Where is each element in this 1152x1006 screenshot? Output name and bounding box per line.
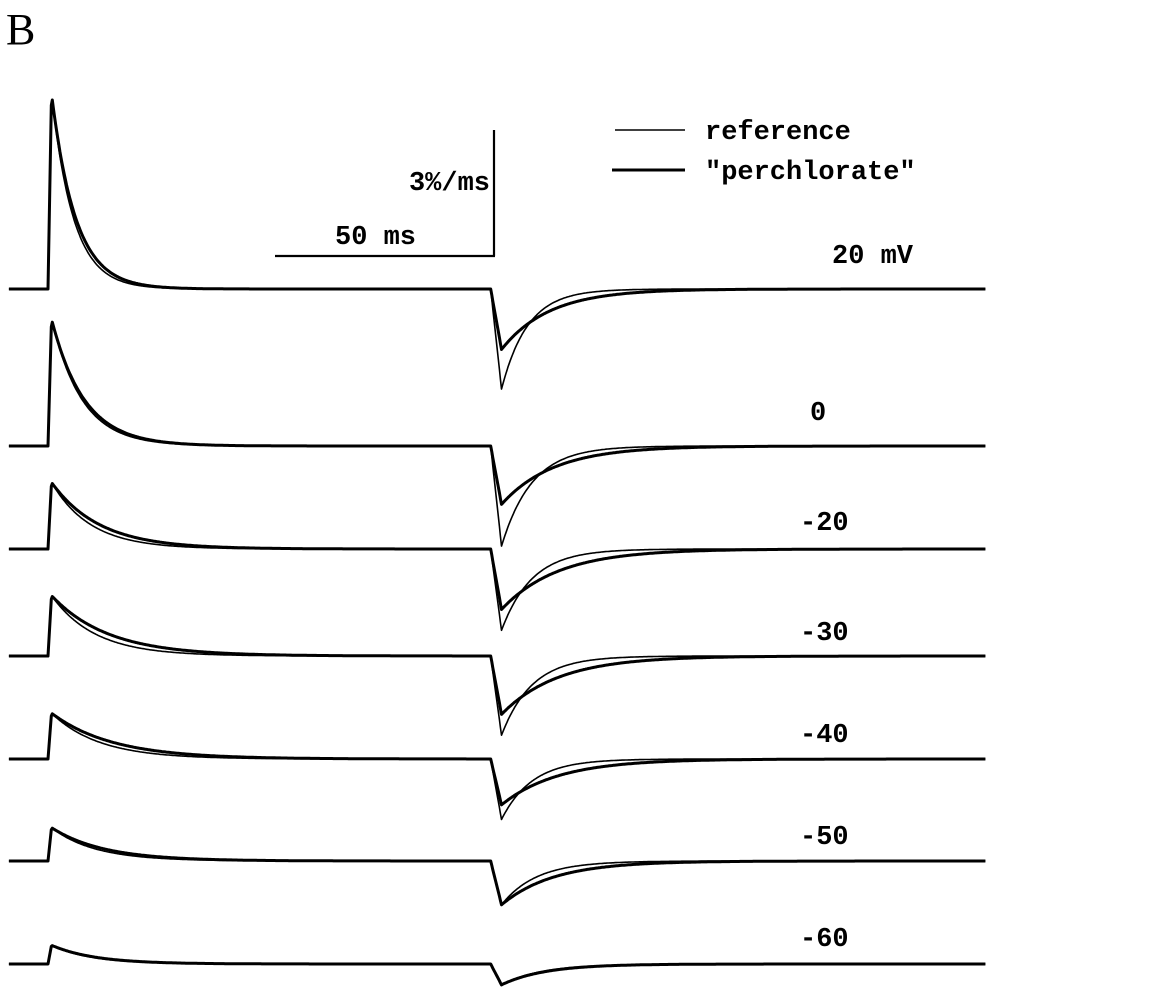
trace-label-1: 0 (810, 399, 826, 429)
trace-perchlorate-1 (8, 320, 986, 506)
scale-bar-horizontal-label: 50 ms (335, 223, 416, 253)
trace-perchlorate-6 (8, 944, 986, 987)
traces: 20 mV 0 -20 -30 -40 -50 -60 (8, 98, 986, 987)
scale-bar: 3%/ms 50 ms (275, 130, 496, 258)
trace-label-6: -60 (800, 925, 849, 955)
trace-perchlorate-4 (8, 712, 986, 807)
trace-perchlorate-5 (8, 826, 986, 907)
trace-label-3: -30 (800, 619, 849, 649)
trace-label-4: -40 (800, 721, 849, 751)
legend-label-reference: reference (705, 118, 851, 148)
legend: reference "perchlorate" (612, 118, 916, 188)
panel-label: B (6, 5, 35, 54)
trace-perchlorate-0 (8, 98, 986, 351)
legend-label-perchlorate: "perchlorate" (705, 158, 916, 188)
trace-perchlorate-2 (8, 482, 986, 611)
trace-label-5: -50 (800, 823, 849, 853)
trace-label-0: 20 mV (832, 242, 914, 272)
scale-bar-vertical-label: 3%/ms (409, 169, 490, 199)
trace-label-2: -20 (800, 509, 849, 539)
trace-perchlorate-3 (8, 595, 986, 716)
trace-reference-3 (8, 595, 986, 736)
